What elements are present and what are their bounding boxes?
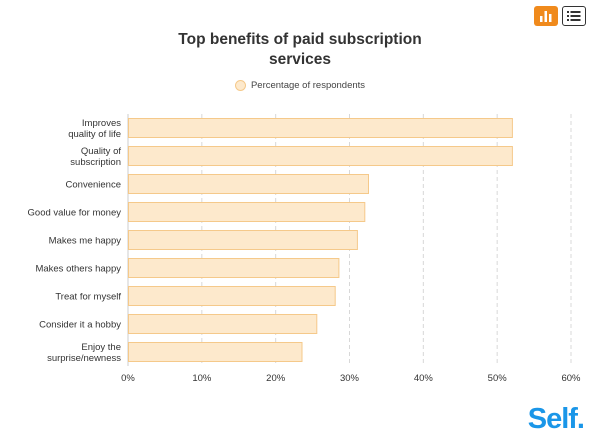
bar[interactable] bbox=[128, 146, 513, 166]
bar[interactable] bbox=[128, 286, 336, 306]
category-label: Consider it a hobby bbox=[39, 320, 121, 331]
bar[interactable] bbox=[128, 174, 369, 194]
category-label: Treat for myself bbox=[55, 292, 121, 303]
bar[interactable] bbox=[128, 314, 318, 334]
x-tick-label: 10% bbox=[192, 373, 212, 384]
chart-title-text: Top benefits of paid subscription servic… bbox=[178, 31, 422, 68]
chart-view-button[interactable] bbox=[534, 6, 558, 26]
list-icon bbox=[567, 11, 581, 21]
category-label: Good value for money bbox=[28, 208, 122, 219]
chart-legend[interactable]: Percentage of respondents bbox=[0, 80, 600, 91]
bar[interactable] bbox=[128, 202, 366, 222]
legend-label: Percentage of respondents bbox=[250, 80, 366, 91]
x-tick-label: 50% bbox=[488, 373, 508, 384]
x-tick-label: 40% bbox=[414, 373, 434, 384]
category-label: Enjoy the surprise/newness bbox=[47, 342, 121, 364]
category-label: Makes me happy bbox=[49, 236, 122, 247]
bar[interactable] bbox=[128, 118, 513, 138]
x-tick-label: 0% bbox=[121, 373, 135, 384]
x-tick-label: 30% bbox=[340, 373, 360, 384]
x-tick-label: 60% bbox=[561, 373, 581, 384]
legend-swatch bbox=[234, 80, 246, 91]
x-tick-label: 20% bbox=[266, 373, 286, 384]
chart-title: Top benefits of paid subscription servic… bbox=[0, 30, 600, 70]
category-label: Quality of subscription bbox=[70, 146, 121, 168]
table-view-button[interactable] bbox=[562, 6, 586, 26]
category-label: Improves quality of life bbox=[68, 118, 121, 140]
bar-chart-icon bbox=[540, 11, 552, 22]
bar[interactable] bbox=[128, 230, 358, 250]
chart-toolbar bbox=[534, 6, 586, 26]
self-logo: Self. bbox=[527, 403, 585, 435]
category-label: Convenience bbox=[66, 180, 121, 191]
bar[interactable] bbox=[128, 258, 340, 278]
bar[interactable] bbox=[128, 342, 303, 362]
category-label: Makes others happy bbox=[35, 264, 121, 275]
